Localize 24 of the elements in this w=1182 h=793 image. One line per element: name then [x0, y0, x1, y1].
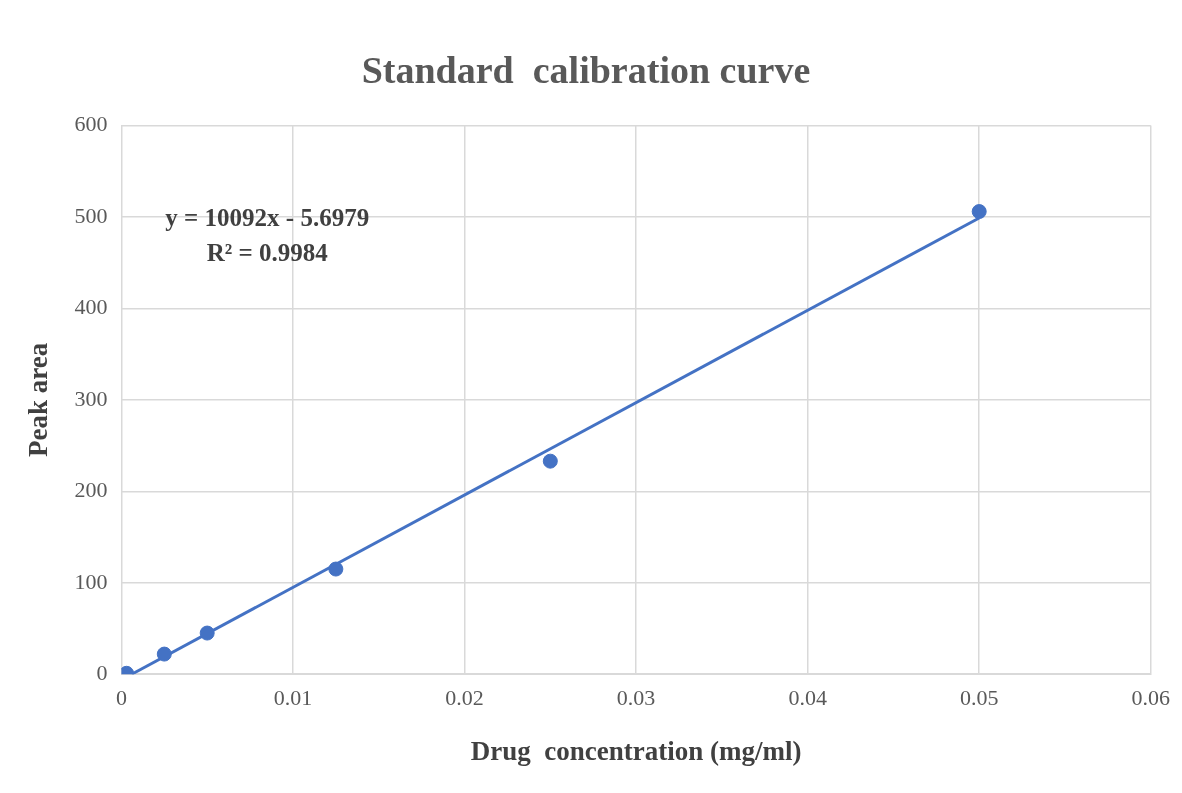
x-tick-label: 0.01: [273, 685, 313, 711]
y-tick-label: 0: [96, 659, 108, 685]
x-tick-label: 0.04: [788, 685, 827, 711]
annotation: R² = 0.9984: [206, 239, 329, 267]
point: [156, 646, 172, 662]
chart-title: Standard calibration curve: [361, 48, 811, 91]
x-axis-title: Drug concentration (mg/ml): [470, 735, 802, 766]
x-tick-label: 0.05: [959, 685, 999, 711]
y-tick-label: 100: [74, 568, 108, 594]
point: [199, 625, 215, 641]
y-tick-label: 300: [74, 385, 108, 411]
y-tick-label: 400: [74, 294, 108, 320]
annotation: y = 10092x - 5.6979: [165, 204, 370, 232]
y-axis-title: Peak area: [23, 342, 54, 458]
y-tick-label: 600: [74, 111, 108, 137]
x-tick-label: 0.06: [1131, 685, 1170, 711]
y-tick-label: 500: [74, 202, 108, 228]
y-tick-label: 200: [74, 477, 108, 503]
point: [971, 204, 987, 220]
x-tick-label: 0.03: [616, 685, 656, 711]
point: [328, 561, 344, 577]
x-tick-label: 0: [115, 685, 127, 711]
point: [542, 453, 558, 469]
x-tick-label: 0.02: [445, 685, 484, 711]
